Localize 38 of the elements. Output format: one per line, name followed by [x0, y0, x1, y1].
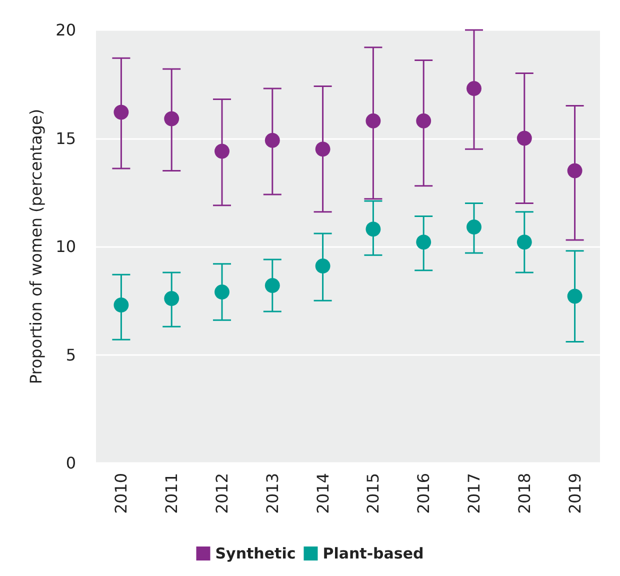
point — [214, 284, 230, 300]
point — [366, 113, 381, 128]
point — [567, 163, 582, 178]
y-tick-label: 10 — [56, 237, 76, 256]
point — [516, 130, 532, 146]
x-tick-label: 2017 — [464, 473, 484, 514]
point — [264, 132, 280, 148]
point — [114, 297, 129, 312]
point — [315, 142, 330, 157]
x-tick-label: 2018 — [514, 473, 534, 514]
point — [264, 278, 280, 293]
y-tick-label: 15 — [56, 128, 76, 148]
point — [214, 144, 230, 159]
point — [315, 258, 330, 274]
point — [416, 234, 432, 250]
point — [416, 113, 432, 128]
x-tick-label: 2011 — [162, 473, 182, 514]
x-tick-label: 2010 — [112, 473, 131, 514]
point — [466, 220, 482, 235]
point — [567, 288, 582, 304]
x-tick-label: 2019 — [565, 473, 584, 514]
y-tick-label: 5 — [66, 345, 76, 364]
legend-label: Synthetic — [215, 544, 296, 562]
y-axis-title: Proportion of women (percentage) — [26, 108, 46, 384]
y-tick-label: 0 — [66, 454, 76, 472]
y-tick-label: 20 — [56, 20, 76, 40]
x-tick-label: 2014 — [313, 473, 332, 514]
x-tick-label: 2013 — [262, 473, 282, 514]
x-tick-label: 2015 — [364, 473, 383, 514]
point — [516, 234, 532, 250]
x-tick-label: 2012 — [212, 473, 232, 514]
point — [164, 111, 180, 126]
point — [466, 80, 482, 96]
point — [366, 222, 381, 237]
point — [114, 104, 129, 120]
point — [164, 290, 180, 306]
x-tick-label: 2016 — [414, 473, 434, 514]
legend-label: Plant-based — [322, 544, 424, 562]
